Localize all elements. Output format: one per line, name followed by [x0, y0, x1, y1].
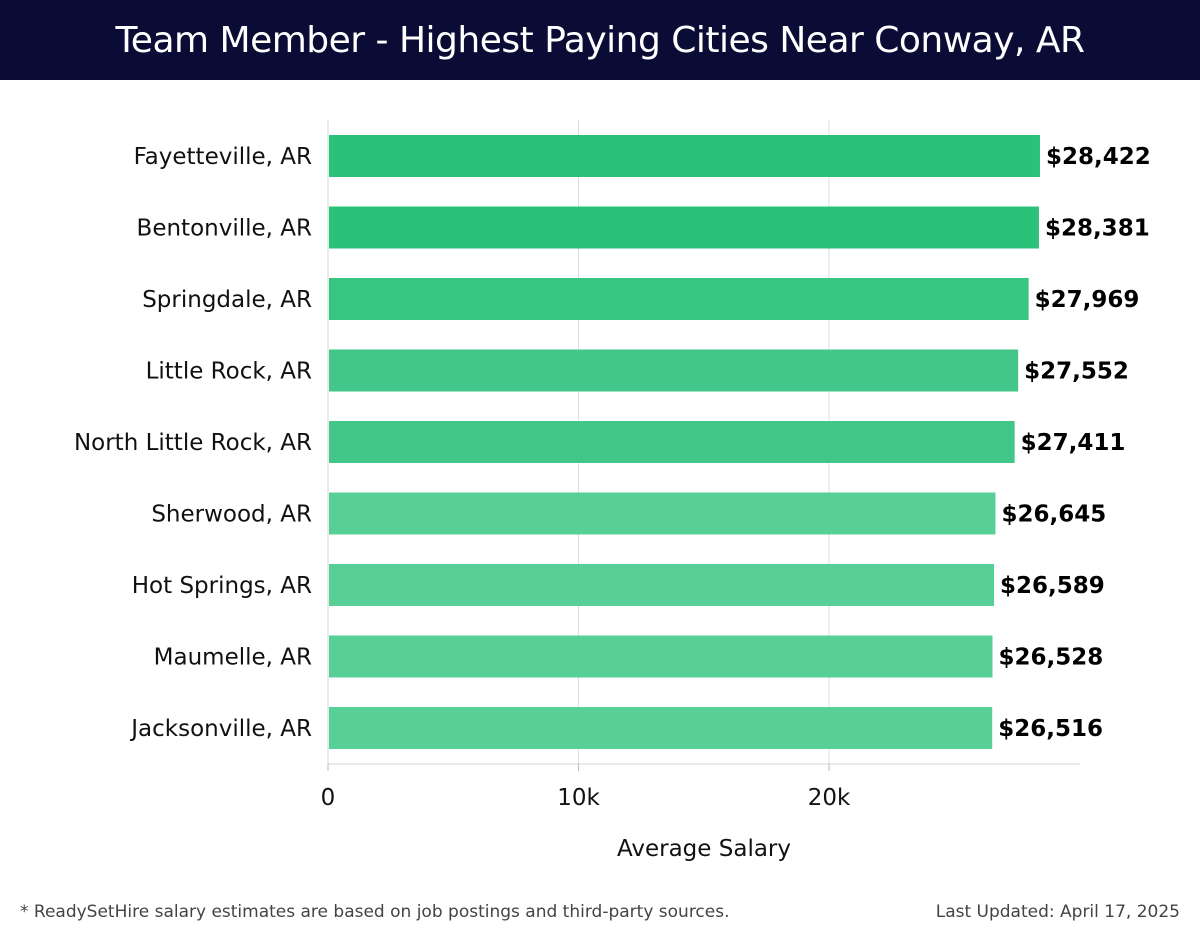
category-label: Hot Springs, AR	[132, 573, 312, 599]
bar	[329, 206, 1039, 249]
category-label: Sherwood, AR	[151, 502, 312, 528]
category-label: Maumelle, AR	[154, 645, 312, 671]
value-label: $27,552	[1024, 359, 1129, 385]
chart-header: Team Member - Highest Paying Cities Near…	[0, 0, 1200, 80]
x-tick-label: 20k	[808, 785, 851, 811]
value-label: $28,422	[1046, 144, 1151, 170]
bar	[329, 421, 1015, 463]
x-tick-label: 0	[321, 785, 336, 811]
value-label: $26,516	[998, 716, 1103, 742]
bar	[329, 278, 1029, 320]
value-label: $28,381	[1045, 216, 1150, 242]
footer-note: * ReadySetHire salary estimates are base…	[20, 902, 730, 922]
value-label: $27,969	[1035, 287, 1140, 313]
bar	[329, 635, 993, 678]
category-label: Springdale, AR	[142, 287, 312, 313]
value-label: $26,645	[1001, 502, 1106, 528]
x-axis: 0 10k 20k	[321, 120, 1080, 811]
chart-title: Team Member - Highest Paying Cities Near…	[115, 19, 1085, 61]
bars: Fayetteville, AR $28,422 Bentonville, AR $2…	[74, 135, 1151, 749]
category-label: Little Rock, AR	[146, 359, 312, 385]
category-label: Bentonville, AR	[137, 216, 312, 242]
bar	[329, 135, 1040, 177]
value-label: $26,528	[999, 645, 1104, 671]
value-label: $26,589	[1000, 573, 1105, 599]
bar	[329, 707, 993, 749]
value-label: $27,411	[1021, 430, 1126, 456]
bar	[329, 349, 1019, 392]
bar-chart: Fayetteville, AR $28,422 Bentonville, AR $2…	[74, 120, 1151, 862]
category-label: Fayetteville, AR	[134, 144, 312, 170]
category-label: North Little Rock, AR	[74, 430, 312, 456]
bar	[329, 564, 995, 606]
category-label: Jacksonville, AR	[129, 716, 312, 742]
last-updated: Last Updated: April 17, 2025	[935, 902, 1180, 922]
x-axis-title: Average Salary	[617, 836, 791, 862]
bar	[329, 492, 996, 535]
x-tick-label: 10k	[557, 785, 600, 811]
